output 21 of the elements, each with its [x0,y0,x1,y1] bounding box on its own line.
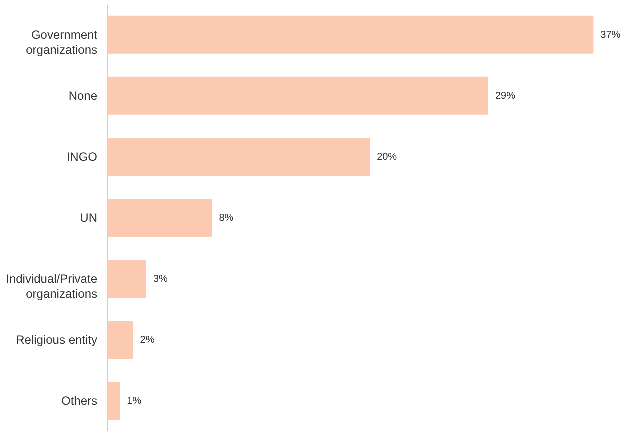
bar [107,16,594,54]
y-tick-label: Religious entity [16,333,98,348]
bar [107,199,212,237]
bar [107,260,146,298]
data-label: 1% [127,396,142,408]
y-tick-label: Others [61,394,98,408]
y-tick-label: INGO [66,150,98,164]
y-tick-label: None [68,88,98,103]
y-tick-label: Individual/Private organizations [6,272,98,302]
data-label: 29% [495,90,516,102]
bar [107,138,370,176]
bar [107,76,488,115]
data-label: 8% [219,213,234,224]
bar [107,321,134,360]
y-tick-label: Government organizations [26,28,98,57]
y-tick-label: UN [80,211,98,225]
data-label: 3% [153,274,168,286]
data-label: 37% [600,30,621,41]
data-label: 2% [140,335,155,346]
bar [107,382,120,420]
data-label: 20% [377,152,398,163]
